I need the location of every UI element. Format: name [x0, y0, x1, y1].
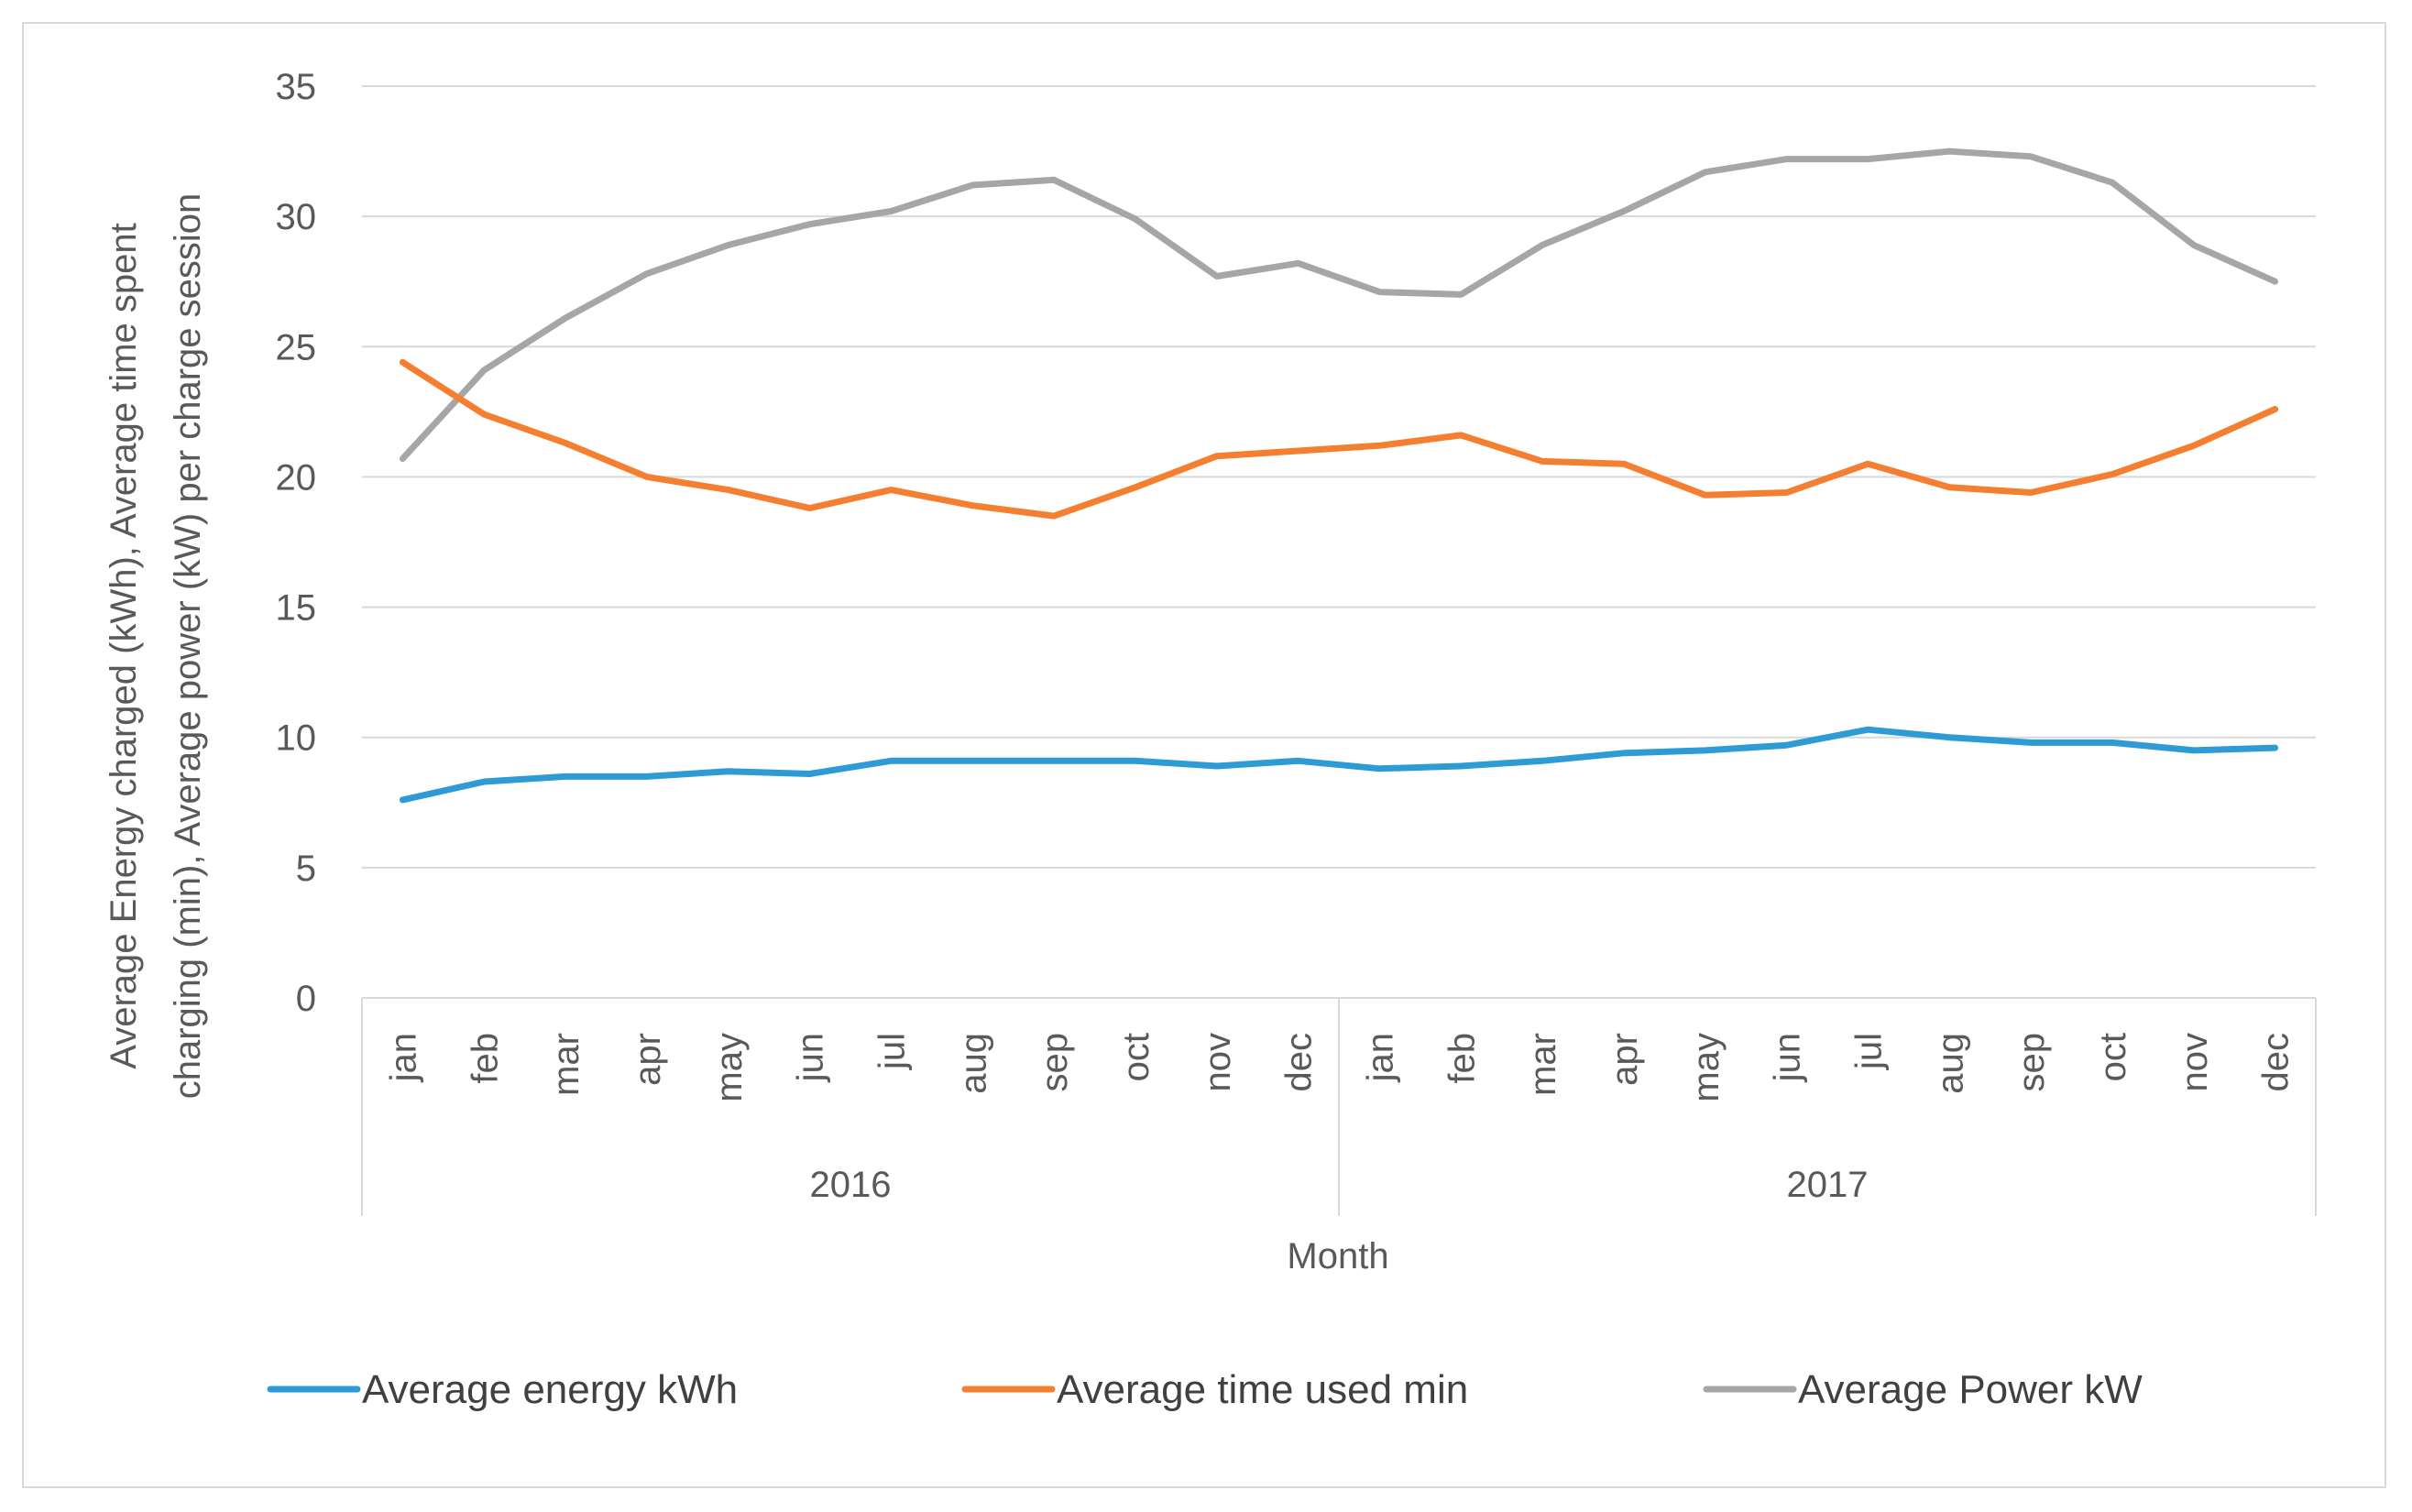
x-axis: jan feb mar apr may jun jul aug sep oct nov dec jan f… — [361, 997, 2317, 1216]
series-line — [399, 358, 2279, 520]
y-tick-label: 30 — [276, 197, 317, 237]
x-tick-label: feb — [465, 1033, 505, 1084]
y-tick-label: 35 — [276, 67, 317, 107]
series-line — [399, 726, 2279, 804]
x-group-label: 2017 — [1787, 1165, 1869, 1205]
x-tick-label: may — [1686, 1033, 1727, 1102]
y-tick-label: 0 — [296, 979, 316, 1019]
y-tick-label: 10 — [276, 718, 317, 759]
x-group-label: 2016 — [810, 1165, 892, 1205]
legend: Average energy kWh Average time used min A… — [267, 1367, 2143, 1412]
series-line — [399, 148, 2279, 462]
x-tick-label: dec — [1279, 1033, 1320, 1092]
x-tick-label: mar — [1523, 1033, 1563, 1096]
x-tick-label: nov — [2175, 1033, 2215, 1092]
gridlines: 0 5 10 15 20 25 30 35 — [276, 67, 2316, 1019]
x-tick-label: feb — [1442, 1033, 1482, 1084]
x-tick-label: sep — [2012, 1033, 2052, 1092]
y-tick-label: 15 — [276, 588, 317, 629]
x-tick-label: dec — [2256, 1033, 2297, 1092]
x-tick-label: jan — [1360, 1033, 1400, 1082]
x-tick-label: jul — [872, 1033, 912, 1070]
x-tick-label: apr — [1605, 1033, 1645, 1086]
y-tick-label: 25 — [276, 327, 317, 367]
x-tick-label: oct — [1116, 1033, 1157, 1081]
x-tick-label: apr — [628, 1033, 668, 1086]
legend-label: Average Power kW — [1798, 1367, 2143, 1412]
x-tick-label: mar — [546, 1033, 587, 1096]
x-axis-title: Month — [1287, 1236, 1388, 1276]
x-tick-label: jun — [1768, 1033, 1808, 1082]
x-tick-label: oct — [2093, 1033, 2133, 1081]
y-axis-title-line-2: charging (min), Average power (kW) per c… — [168, 193, 208, 1100]
series-lines — [399, 148, 2279, 804]
x-tick-label: nov — [1198, 1033, 1238, 1092]
x-tick-label: jan — [383, 1033, 423, 1082]
x-tick-label: sep — [1035, 1033, 1075, 1092]
y-axis-title-line-1: Average Energy charged (kWh), Average ti… — [104, 223, 144, 1068]
legend-label: Average energy kWh — [362, 1367, 738, 1412]
x-tick-label: jun — [791, 1033, 831, 1082]
x-tick-label: jul — [1848, 1033, 1889, 1070]
x-tick-label: aug — [1930, 1033, 1970, 1094]
x-tick-label: may — [709, 1033, 750, 1102]
y-tick-label: 5 — [296, 849, 316, 889]
y-tick-label: 20 — [276, 457, 317, 498]
legend-label: Average time used min — [1057, 1367, 1468, 1412]
x-tick-label: aug — [953, 1033, 993, 1094]
